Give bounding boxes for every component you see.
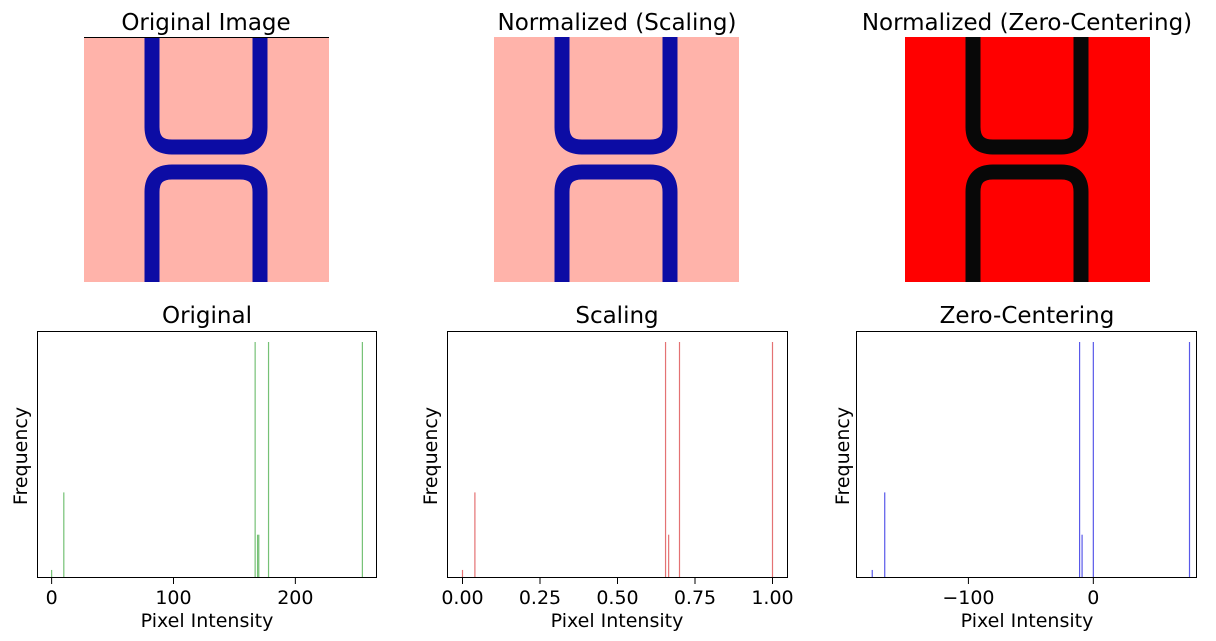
histogram-bar [664, 342, 667, 577]
histogram-bar [871, 569, 873, 577]
image-shape [965, 37, 1089, 282]
image-title-original: Original Image [121, 10, 290, 36]
x-axis-label: Pixel Intensity [551, 610, 684, 632]
histogram-bar [1081, 534, 1083, 577]
histogram-bar [1078, 342, 1081, 577]
histogram-bar [361, 342, 363, 577]
plot-area: 0.00 0.25 0.50 0.75 1.00 [441, 331, 794, 609]
axes-frame [856, 331, 1197, 578]
histogram-bar [771, 342, 774, 577]
x-axis-label: Pixel Intensity [961, 610, 1094, 632]
image-shape [554, 37, 678, 282]
image-panel-original: Original Image [84, 10, 329, 282]
histogram-bar [668, 534, 670, 577]
image-panel-zero-centering: Normalized (Zero-Centering) [862, 10, 1192, 282]
axes-frame [447, 331, 788, 578]
histogram-bar [254, 342, 256, 577]
histogram-bar [63, 492, 65, 577]
x-tick-label: 0.75 [674, 587, 716, 609]
x-tick-label: 0 [46, 587, 58, 609]
histogram-bar [51, 569, 53, 577]
histogram-bar [256, 534, 259, 577]
histogram-bar [1092, 342, 1094, 577]
image-shape [144, 37, 268, 282]
histogram-title: Zero-Centering [940, 303, 1115, 329]
histogram-bar [678, 342, 681, 577]
x-tick-label: −100 [942, 587, 994, 609]
histogram-bar [884, 492, 886, 577]
x-tick-label: 0.25 [519, 587, 561, 609]
y-axis-label: Frequency [832, 407, 854, 505]
x-tick-label: 0.50 [596, 587, 638, 609]
x-tick-label: 1.00 [751, 587, 793, 609]
image-scaling [494, 37, 739, 282]
histogram-bar [267, 342, 270, 577]
histogram-zero-centering: Zero-Centering Frequency Pixel Intensity… [832, 303, 1197, 632]
y-axis-label: Frequency [10, 407, 32, 505]
plot-area: 0 100 200 [37, 331, 377, 609]
y-axis-label: Frequency [420, 407, 442, 505]
image-panel-scaling: Normalized (Scaling) [494, 10, 739, 282]
image-title-scaling: Normalized (Scaling) [498, 10, 737, 36]
image-background [84, 37, 329, 282]
histogram-title: Scaling [575, 303, 658, 329]
image-background [905, 37, 1150, 282]
histogram-original: Original Frequency Pixel Intensity 0 100 2… [10, 303, 377, 632]
image-background [494, 37, 739, 282]
histogram-bar [1188, 342, 1191, 577]
x-tick-label: 0.00 [441, 587, 483, 609]
histogram-scaling: Scaling Frequency Pixel Intensity 0.00 0.… [420, 303, 794, 632]
image-original [84, 37, 329, 282]
histogram-title: Original [162, 303, 252, 329]
histogram-bar [461, 569, 464, 577]
histogram-bar [474, 492, 476, 577]
histogram-bar [258, 534, 260, 577]
x-tick-label: 100 [155, 587, 191, 609]
x-tick-label: 200 [277, 587, 313, 609]
axes-frame [37, 331, 377, 578]
image-title-zero-centering: Normalized (Zero-Centering) [862, 10, 1192, 36]
plot-area: −100 0 [856, 331, 1197, 609]
x-tick-label: 0 [1087, 587, 1099, 609]
x-axis-label: Pixel Intensity [141, 610, 274, 632]
image-zero-centering [905, 37, 1150, 282]
